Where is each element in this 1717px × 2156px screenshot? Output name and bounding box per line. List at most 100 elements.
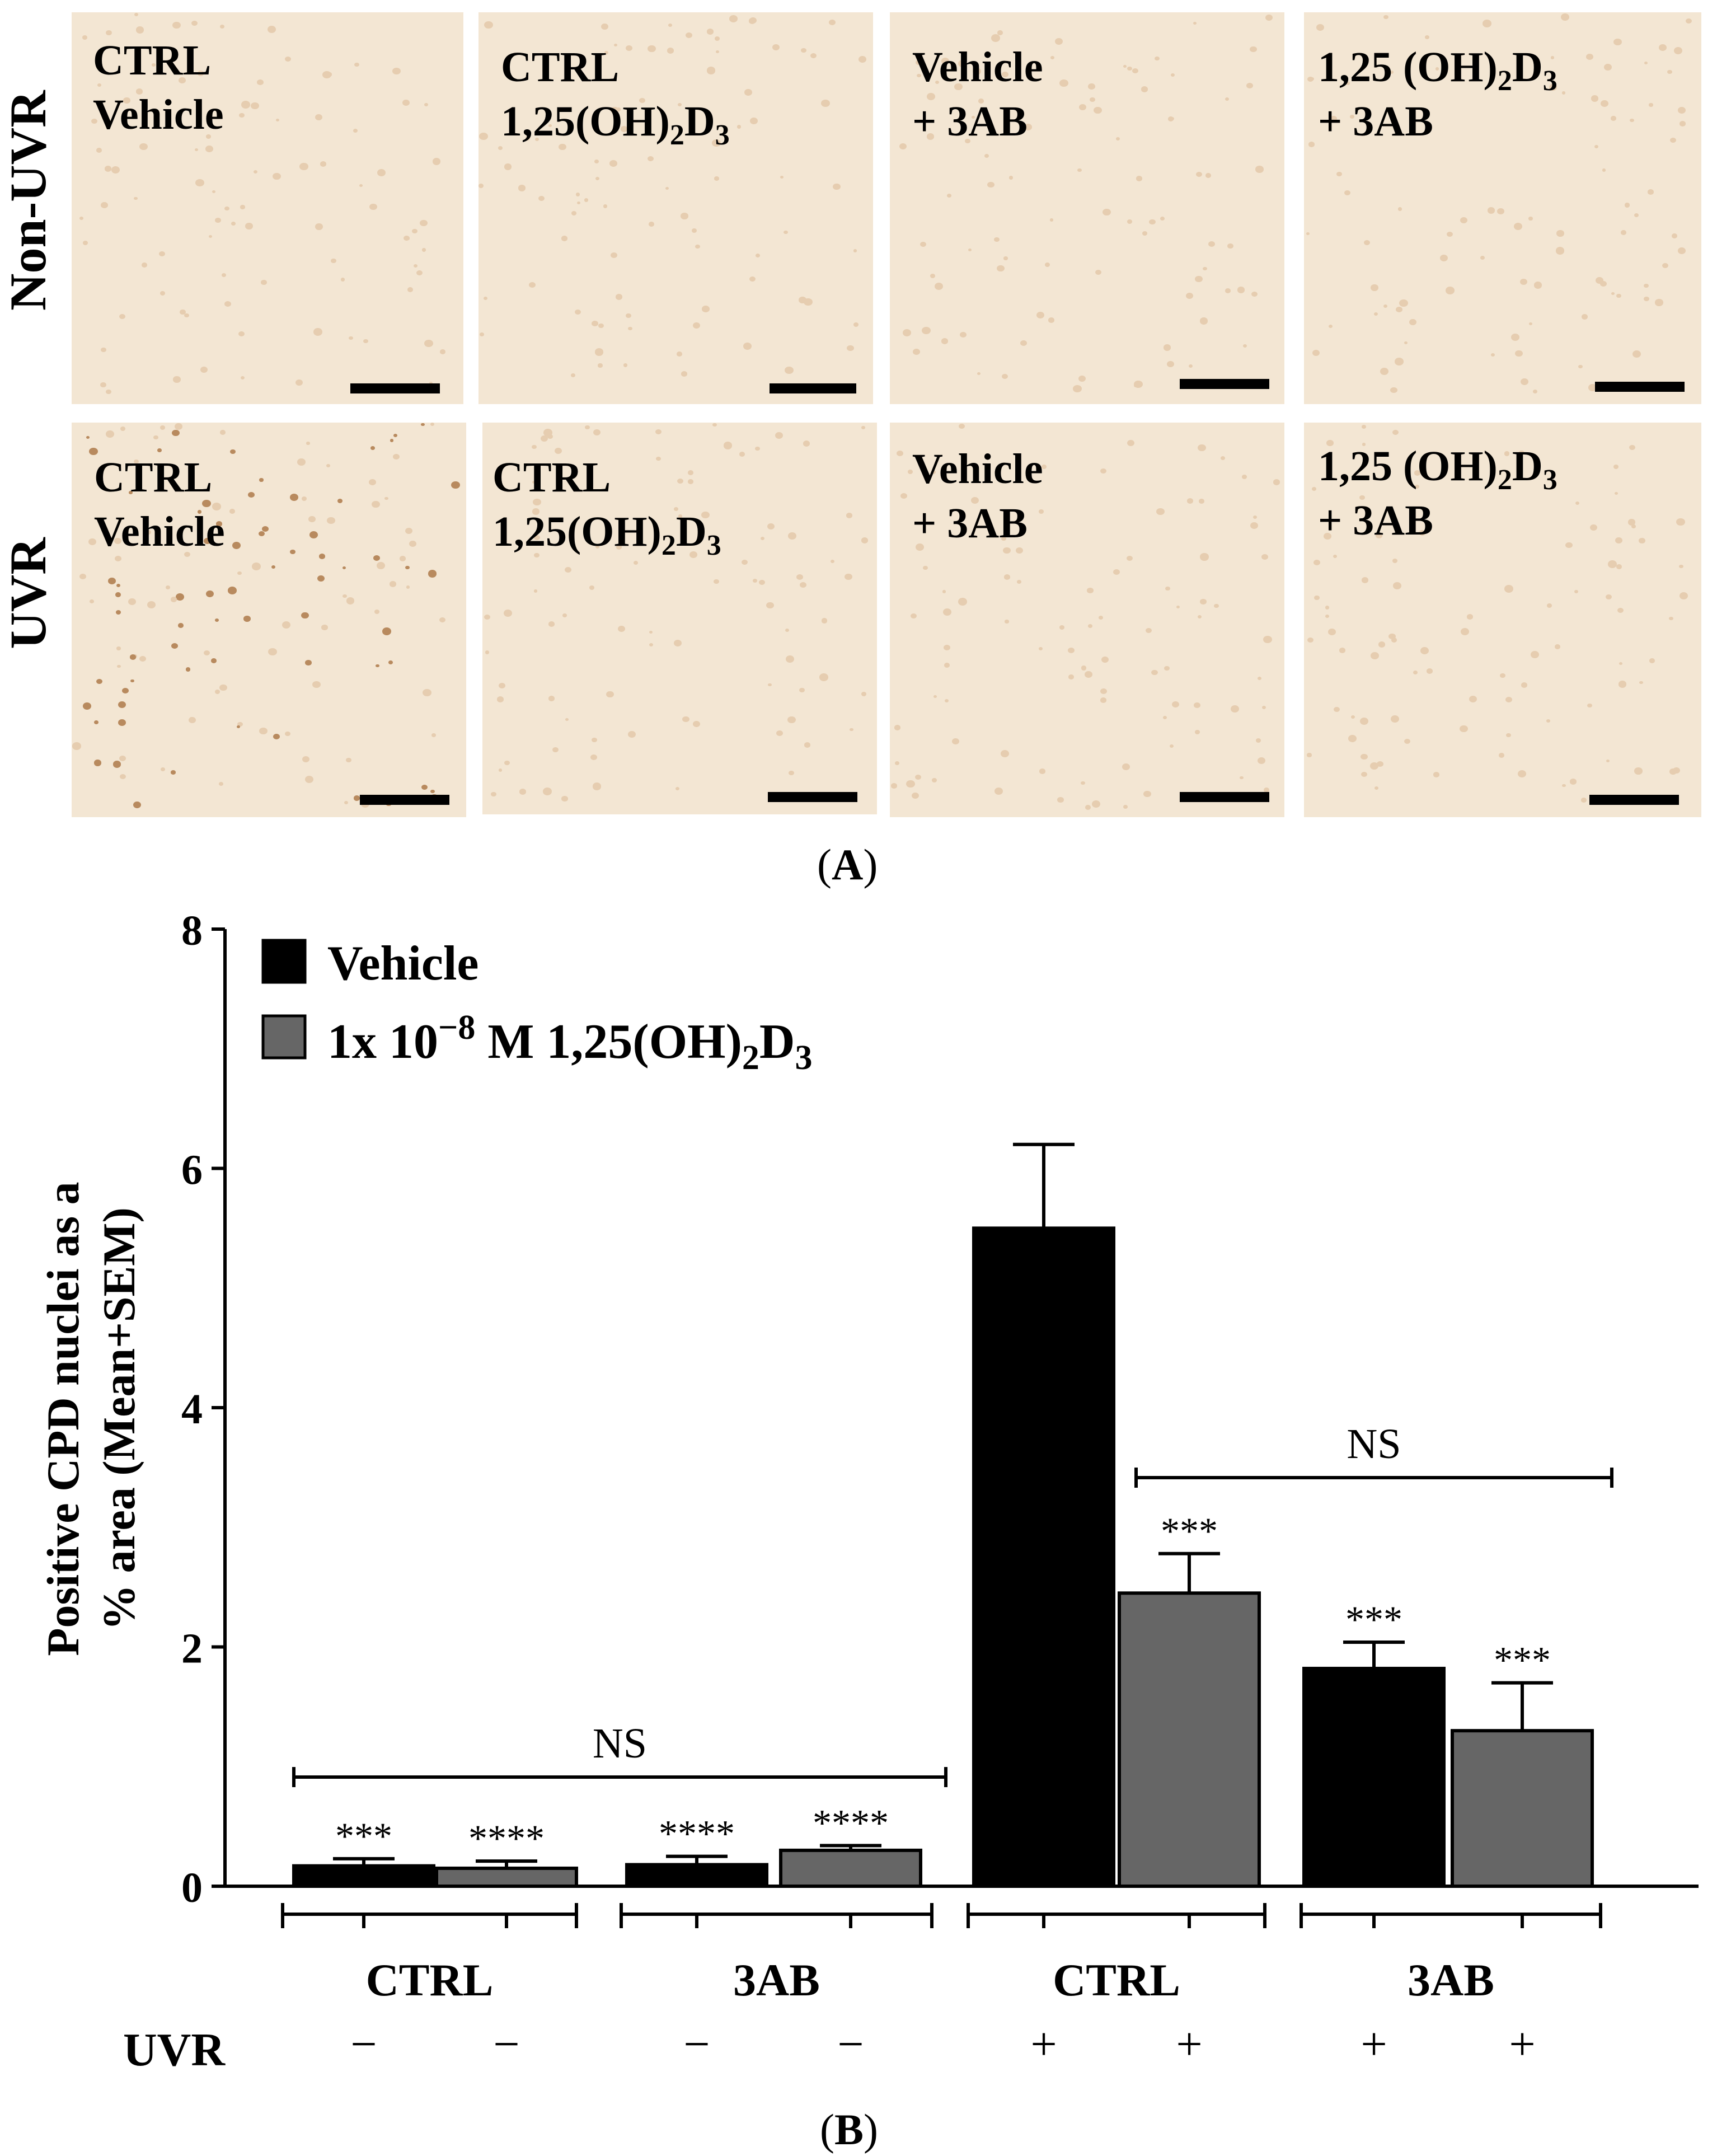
nucleus-speck (911, 613, 917, 618)
y-tick-label: 2 (181, 1625, 203, 1672)
nucleus-speck (1039, 768, 1046, 774)
nucleus-speck (1617, 607, 1624, 613)
nucleus-speck (1404, 341, 1408, 344)
nucleus-speck (1333, 554, 1337, 558)
nucleus-speck (302, 756, 310, 762)
legend-label-part: 1x 10 (327, 1015, 438, 1069)
nucleus-speck (677, 478, 683, 484)
nucleus-speck (1505, 696, 1512, 702)
nucleus-speck (232, 542, 241, 550)
nucleus-speck (1311, 486, 1317, 491)
scale-bar (1180, 792, 1269, 802)
nucleus-speck (1371, 284, 1378, 291)
nucleus-speck (1414, 484, 1420, 489)
nucleus-speck (592, 782, 602, 790)
nucleus-speck (941, 58, 949, 65)
nucleus-speck (104, 166, 111, 172)
nucleus-speck (833, 183, 841, 190)
nucleus-speck (1460, 725, 1468, 733)
nucleus-speck (1351, 715, 1355, 719)
nucleus-speck (212, 503, 222, 510)
nucleus-speck (392, 68, 401, 75)
nucleus-speck (373, 555, 380, 561)
nucleus-speck (112, 761, 121, 768)
nucleus-speck (1003, 574, 1010, 580)
nucleus-speck (903, 329, 912, 337)
nucleus-speck (1008, 176, 1013, 180)
nucleus-speck (79, 217, 84, 220)
nucleus-speck (285, 732, 290, 737)
nucleus-speck (1127, 440, 1134, 447)
nucleus-speck (695, 245, 700, 249)
nucleus-speck (273, 172, 282, 180)
nucleus-speck (915, 543, 925, 551)
nucleus-speck (1095, 270, 1101, 275)
nucleus-speck (1520, 378, 1528, 386)
nucleus-speck (598, 363, 603, 368)
nucleus-speck (965, 138, 970, 143)
legend-swatch-vehicle (261, 939, 307, 984)
nucleus-speck (804, 742, 811, 748)
nucleus-speck (344, 800, 349, 804)
nucleus-speck (850, 728, 853, 731)
nucleus-speck (625, 313, 631, 318)
nucleus-speck (585, 425, 590, 430)
legend-swatch-treated (261, 1014, 307, 1060)
nucleus-speck (613, 43, 618, 47)
nucleus-speck (421, 248, 426, 252)
nucleus-speck (254, 170, 258, 174)
legend-label-part: 2 (742, 1039, 759, 1077)
nucleus-speck (1101, 657, 1109, 663)
nucleus-speck (382, 627, 392, 635)
nucleus-speck (451, 481, 460, 489)
nucleus-speck (1146, 628, 1152, 634)
image-label: CTRL Vehicle (93, 37, 224, 138)
nucleus-speck (267, 25, 276, 34)
nucleus-speck (241, 101, 250, 109)
nucleus-speck (480, 332, 484, 336)
nucleus-speck (119, 756, 126, 762)
nucleus-speck (755, 253, 761, 257)
nucleus-speck (712, 423, 717, 427)
nucleus-speck (1581, 798, 1587, 803)
nucleus-speck (713, 579, 719, 584)
nucleus-speck (1344, 190, 1350, 196)
nucleus-speck (108, 577, 116, 584)
nucleus-speck (1313, 559, 1321, 566)
nucleus-speck (533, 535, 540, 541)
nucleus-speck (681, 213, 688, 219)
nucleus-speck (205, 134, 211, 139)
micrograph-nonuvr-calcitriol-3ab: 1,25 (OH)2D3 + 3AB (1304, 12, 1701, 404)
nucleus-speck (1156, 508, 1165, 515)
nucleus-speck (692, 228, 697, 233)
nucleus-speck (1265, 14, 1273, 21)
nucleus-speck (1176, 606, 1180, 609)
nucleus-speck (628, 326, 632, 330)
nucleus-speck (533, 589, 538, 593)
nucleus-speck (780, 175, 784, 179)
nucleus-speck (1194, 702, 1201, 709)
nucleus-speck (1629, 444, 1635, 450)
nucleus-speck (861, 692, 867, 696)
nucleus-speck (498, 768, 503, 772)
image-label: CTRL Vehicle (94, 454, 225, 555)
scale-bar (768, 792, 857, 802)
nucleus-speck (1115, 137, 1120, 140)
nucleus-speck (271, 565, 275, 569)
nucleus-speck (1164, 665, 1170, 671)
nucleus-speck (603, 204, 608, 208)
nucleus-speck (317, 575, 325, 582)
nucleus-speck (944, 663, 950, 668)
nucleus-speck (971, 115, 975, 119)
nucleus-speck (184, 551, 191, 557)
nucleus-speck (101, 348, 107, 353)
nucleus-speck (82, 702, 92, 710)
nucleus-speck (1504, 585, 1513, 593)
nucleus-speck (268, 648, 277, 656)
nucleus-speck (912, 349, 920, 355)
nucleus-speck (1242, 344, 1247, 348)
nucleus-speck (261, 526, 269, 532)
nucleus-speck (729, 15, 738, 22)
nucleus-speck (1606, 759, 1610, 762)
nucleus-speck (147, 601, 156, 608)
